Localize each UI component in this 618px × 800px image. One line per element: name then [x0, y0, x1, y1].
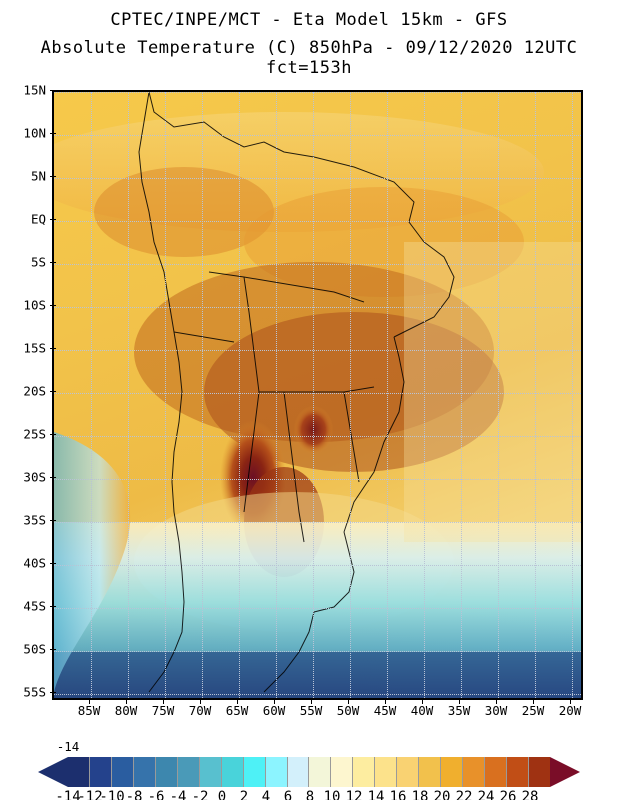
y-tick-label: 25S [23, 427, 46, 442]
colorbar-segment [353, 757, 375, 787]
x-tick-label: 40W [411, 703, 434, 718]
y-tick-label: 10S [23, 298, 46, 313]
y-tick-label: 15S [23, 341, 46, 356]
x-tick-label: 30W [485, 703, 508, 718]
y-tick-label: 35S [23, 513, 46, 528]
y-tick-label: 55S [23, 685, 46, 700]
grid-line-horizontal [54, 135, 581, 136]
colorbar-tick-value: 24 [478, 789, 495, 800]
y-tick-label: 50S [23, 642, 46, 657]
x-tick-label: 50W [337, 703, 360, 718]
colorbar-tick-value: 12 [346, 789, 363, 800]
grid-line-horizontal [54, 608, 581, 609]
colorbar-tick-value: 14 [368, 789, 385, 800]
y-tick-label: 30S [23, 470, 46, 485]
colorbar-tick-value: 8 [306, 789, 314, 800]
colorbar-tick-value: 6 [284, 789, 292, 800]
grid-line-horizontal [54, 178, 581, 179]
colorbar-segment [507, 757, 529, 787]
colorbar-segment [309, 757, 331, 787]
colorbar-tick-value: -10 [99, 789, 124, 800]
grid-line-horizontal [54, 221, 581, 222]
colorbar-segment [266, 757, 288, 787]
x-tick-label: 75W [152, 703, 175, 718]
y-tick-label: EQ [31, 212, 46, 227]
colorbar-tick-value: 18 [412, 789, 429, 800]
colorbar-tick-value: -4 [170, 789, 187, 800]
colorbar-segment [288, 757, 310, 787]
y-tick-label: 5S [31, 255, 46, 270]
x-tick-label: 80W [115, 703, 138, 718]
map-plot-area[interactable] [52, 90, 583, 700]
x-tick-label: 55W [300, 703, 323, 718]
colorbar-segment [529, 757, 550, 787]
x-tick-label: 65W [226, 703, 249, 718]
header-title-line2: Absolute Temperature (C) 850hPa - 09/12/… [0, 38, 618, 78]
colorbar-tick-value: -14 [57, 739, 80, 754]
colorbar-tick-value: 0 [218, 789, 226, 800]
colorbar-segment [375, 757, 397, 787]
colorbar-segment [178, 757, 200, 787]
grid-line-horizontal [54, 92, 581, 93]
colorbar-segment [463, 757, 485, 787]
x-tick-label: 20W [559, 703, 582, 718]
grid-line-horizontal [54, 350, 581, 351]
y-tick-label: 40S [23, 556, 46, 571]
grid-line-horizontal [54, 565, 581, 566]
x-tick-label: 85W [78, 703, 101, 718]
x-tick-label: 35W [448, 703, 471, 718]
colorbar-segment [331, 757, 353, 787]
grid-line-horizontal [54, 393, 581, 394]
grid-line-horizontal [54, 522, 581, 523]
y-tick-label: 20S [23, 384, 46, 399]
grid-line-horizontal [54, 264, 581, 265]
colorbar-tick-value: 26 [500, 789, 517, 800]
colorbar-tick-value: 20 [434, 789, 451, 800]
colorbar-tick-value: 4 [262, 789, 270, 800]
colorbar-tick-value: -8 [126, 789, 143, 800]
grid-line-horizontal [54, 436, 581, 437]
y-tick-label: 5N [31, 169, 46, 184]
grid-line-horizontal [54, 307, 581, 308]
grid-line-horizontal [54, 479, 581, 480]
x-tick-label: 45W [374, 703, 397, 718]
header-title-line1: CPTEC/INPE/MCT - Eta Model 15km - GFS [0, 10, 618, 30]
colorbar-segment [200, 757, 222, 787]
colorbar-arrow-high[interactable] [550, 757, 580, 787]
y-tick-label: 10N [23, 126, 46, 141]
colorbar-tick-value: 10 [324, 789, 341, 800]
colorbar-segment [134, 757, 156, 787]
colorbar-segment [485, 757, 507, 787]
eta-model-map-window: CPTEC/INPE/MCT - Eta Model 15km - GFS Ab… [0, 0, 618, 800]
y-tick-label: 15N [23, 83, 46, 98]
colorbar-tick-value: 22 [456, 789, 473, 800]
y-tick-label: 45S [23, 599, 46, 614]
grid-line-horizontal [54, 694, 581, 695]
colorbar-widget[interactable]: -14 -14 -12 -10 -8 -6 -4 -2 0 2 4 6 8 10… [38, 757, 580, 787]
colorbar-gradient[interactable] [68, 757, 550, 787]
colorbar-segment [112, 757, 134, 787]
colorbar-segment [222, 757, 244, 787]
colorbar-tick-value: -6 [148, 789, 165, 800]
colorbar-tick-value: 28 [522, 789, 539, 800]
colorbar-segment [68, 757, 90, 787]
colorbar-tick-value: -2 [192, 789, 209, 800]
colorbar-tick-value: 2 [240, 789, 248, 800]
colorbar-segment [244, 757, 266, 787]
x-tick-label: 70W [189, 703, 212, 718]
x-tick-label: 25W [522, 703, 545, 718]
colorbar-segment [419, 757, 441, 787]
colorbar-segment [156, 757, 178, 787]
x-tick-label: 60W [263, 703, 286, 718]
colorbar-segment [90, 757, 112, 787]
colorbar-segment [441, 757, 463, 787]
colorbar-arrow-low[interactable] [38, 757, 68, 787]
colorbar-tick-value: 16 [390, 789, 407, 800]
grid-line-horizontal [54, 651, 581, 652]
colorbar-segment [397, 757, 419, 787]
